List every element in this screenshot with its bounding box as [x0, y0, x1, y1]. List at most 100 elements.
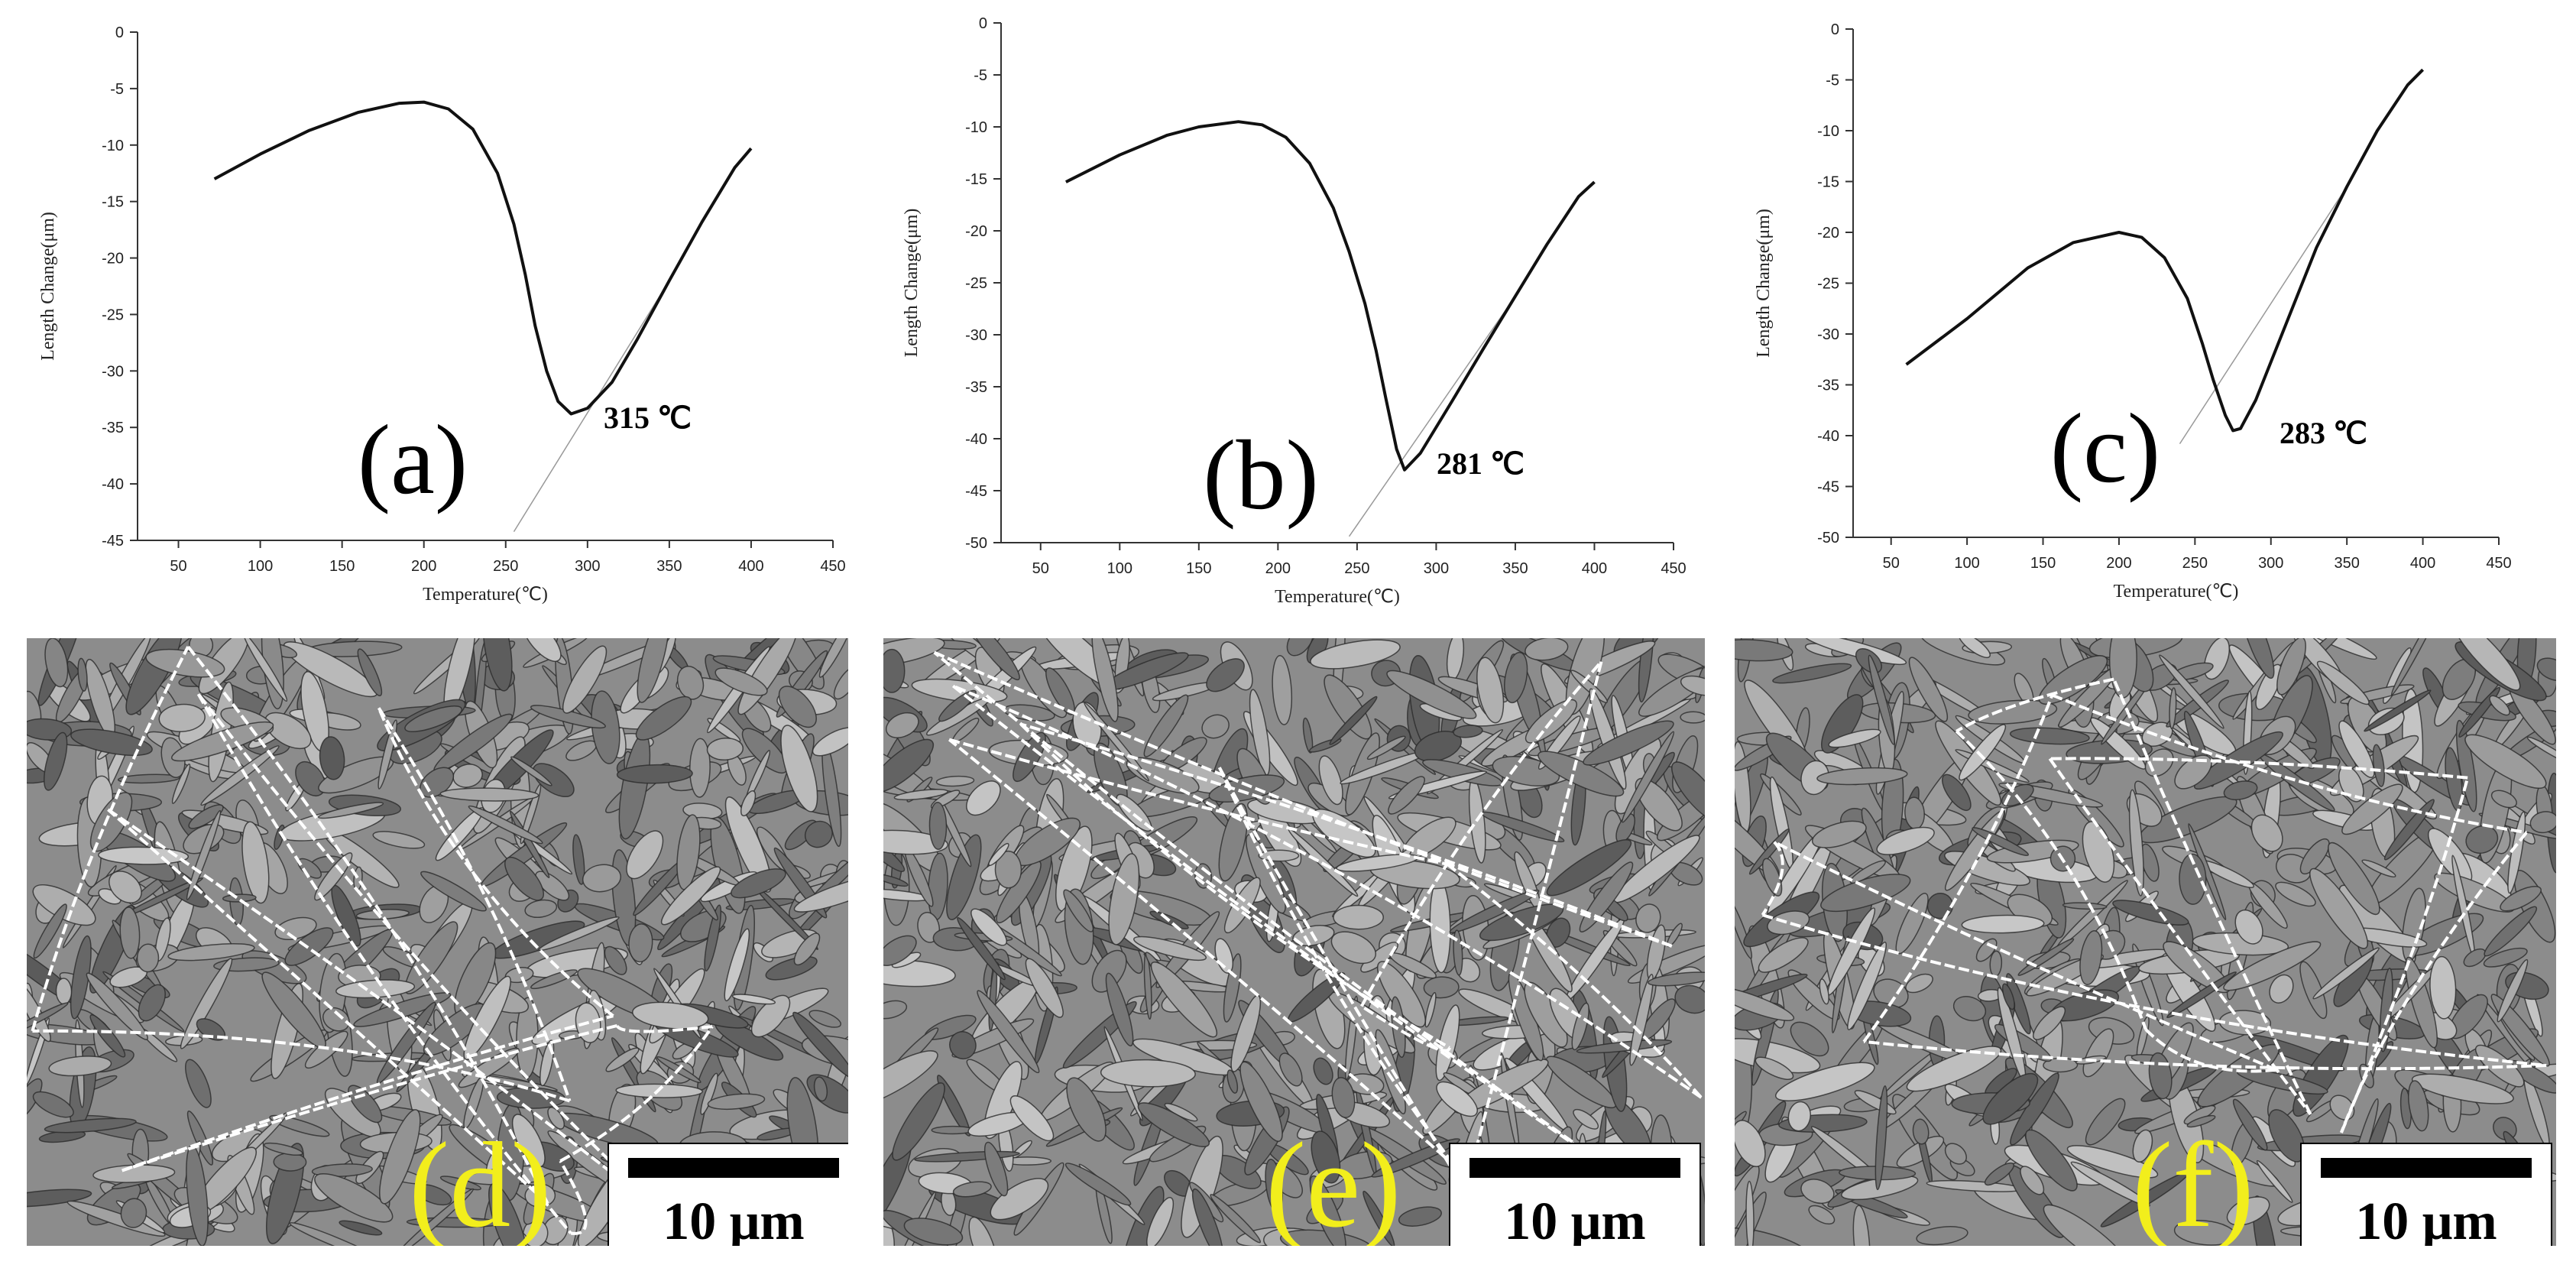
lath [1223, 953, 1242, 1023]
lath [1847, 942, 1887, 1030]
lath [632, 1001, 709, 1030]
lath [1066, 1077, 1107, 1142]
lath [319, 736, 345, 780]
lath [289, 1222, 380, 1246]
lath [706, 738, 744, 761]
lath [1313, 1057, 1333, 1085]
lath [2062, 902, 2108, 910]
lath [1573, 1108, 1599, 1130]
scale-bar-e: 10 μm [1449, 1143, 1701, 1246]
lath [1201, 714, 1230, 739]
lath [1391, 996, 1406, 1058]
lath [1944, 1143, 1967, 1165]
lath [2390, 638, 2444, 696]
scale-bar-label: 10 μm [2355, 1192, 2497, 1247]
lath [616, 764, 693, 784]
lath [1309, 1175, 1346, 1246]
lath [1671, 761, 1705, 823]
lath [1063, 889, 1094, 932]
lath [2411, 1073, 2514, 1104]
lath [700, 1072, 718, 1115]
lath [637, 638, 669, 703]
lath [1774, 1062, 1875, 1101]
lath [33, 903, 67, 959]
lath [1912, 1118, 1930, 1145]
lath [540, 1039, 555, 1087]
x-tick-label: 300 [1424, 560, 1449, 577]
lath [1436, 1081, 1478, 1117]
lath [1745, 1180, 1755, 1246]
lath [138, 984, 166, 1022]
y-tick-label: -45 [102, 533, 124, 550]
x-tick-label: 350 [1502, 560, 1528, 577]
lath [355, 909, 410, 920]
lath [731, 994, 776, 1005]
lath [2483, 947, 2528, 968]
lath [2275, 881, 2316, 907]
lath [2383, 799, 2435, 861]
lath [2490, 790, 2517, 809]
lath [314, 1173, 394, 1223]
lath [2309, 867, 2369, 949]
y-tick-label: -30 [102, 363, 124, 380]
lath [2226, 1196, 2270, 1226]
lath [1265, 1158, 1283, 1213]
micrograph-f: (f) 10 μm [1735, 638, 2556, 1246]
dilatometry-charts: 50 100 150 200 250 300 350 400 450 0 -5 -10 -15 -20 -2… [38, 15, 2512, 607]
lath [44, 638, 69, 688]
lath [1371, 1138, 1460, 1178]
lath [812, 727, 848, 757]
lath [885, 712, 919, 738]
lath [1398, 1206, 1442, 1227]
grain-boundary [1773, 840, 2277, 1072]
lath [439, 787, 540, 802]
panel-label: (c) [2050, 394, 2160, 504]
lath [1958, 638, 1991, 659]
lath [532, 763, 575, 798]
lath [994, 850, 1022, 889]
lath [689, 738, 711, 798]
lath [44, 1117, 137, 1133]
lath [200, 745, 280, 806]
lath [404, 705, 462, 733]
lath [188, 804, 224, 829]
grain-boundary [1020, 722, 1673, 948]
temperature-annotation: 315 ℃ [604, 401, 692, 435]
lath [833, 665, 848, 700]
lath [242, 638, 288, 702]
x-tick-label: 50 [1883, 555, 1900, 572]
lath [1968, 699, 2058, 725]
lath [273, 1152, 307, 1172]
y-axis-label: Length Change(μm) [1754, 209, 1774, 358]
lath [1208, 774, 1285, 803]
lath [348, 1085, 383, 1124]
lath [1423, 976, 1460, 999]
lath [2464, 734, 2547, 790]
y-tick-label: 0 [115, 24, 124, 41]
chart-2: 50 100 150 200 250 300 350 400 450 0 -5 -10 -15 -20 -2… [1754, 21, 2512, 602]
x-tick-label: 400 [1582, 560, 1607, 577]
lath [158, 703, 206, 732]
lath [70, 728, 153, 757]
lath [1226, 1069, 1239, 1094]
lath [119, 906, 141, 959]
lath [2066, 1145, 2159, 1179]
lath [893, 789, 948, 801]
lath [1735, 1120, 1766, 1167]
lath [2256, 1159, 2293, 1203]
y-tick-label: -5 [974, 67, 987, 84]
x-tick-label: 250 [1344, 560, 1369, 577]
x-axis-label: Temperature(℃) [423, 585, 548, 605]
x-tick-label: 100 [248, 558, 273, 575]
y-tick-label: -15 [1817, 174, 1839, 191]
lath [1811, 820, 1867, 848]
lath [2112, 900, 2189, 926]
lath [1064, 1163, 1132, 1206]
x-axis-label: Temperature(℃) [1275, 587, 1400, 607]
lath [946, 834, 982, 921]
lath [117, 773, 180, 784]
lath [314, 852, 353, 901]
y-tick-label: -30 [965, 327, 987, 344]
scale-bar-label: 10 μm [663, 1192, 805, 1247]
grain-boundary [32, 1029, 571, 1103]
